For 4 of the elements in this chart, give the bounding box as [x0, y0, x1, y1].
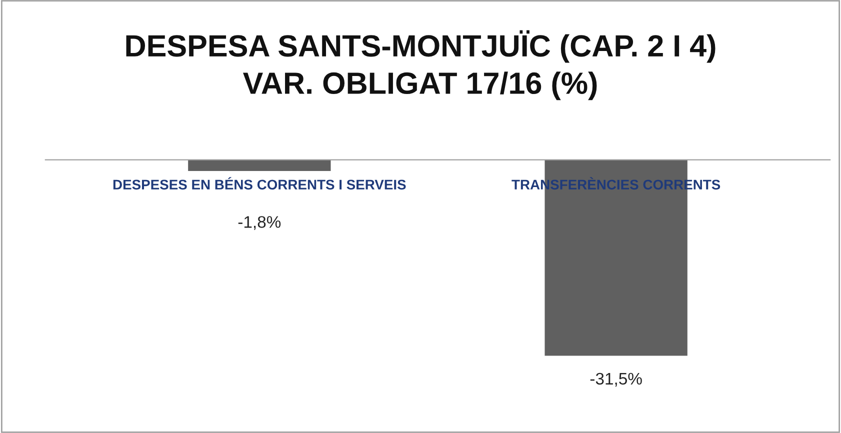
data-label: -1,8% [238, 216, 281, 230]
data-label: -31,5% [590, 372, 642, 387]
x-tick-label: DESPESES EN BÉNS CORRENTS I SERVEIS [113, 177, 406, 190]
chart-title: DESPESA SANTS-MONTJUÏC (CAP. 2 I 4) VAR. OBLIGAT 17/16 (%) [126, 30, 716, 100]
